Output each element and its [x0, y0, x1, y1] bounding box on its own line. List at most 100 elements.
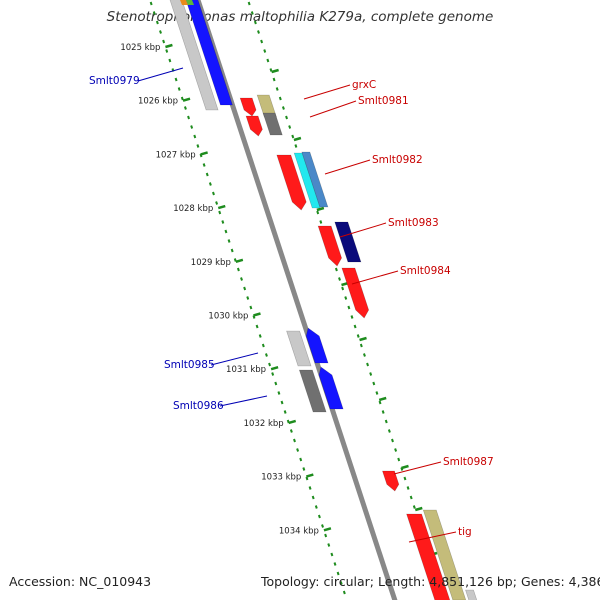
ruler-dot [168, 58, 172, 63]
gene-leader-line [351, 270, 399, 285]
ring-dot [278, 96, 282, 101]
gene-0987-red [382, 470, 400, 492]
gene-tig-green [465, 589, 478, 600]
ruler-tick-label: 1025 kbp [120, 43, 160, 53]
ruler-dot [339, 581, 343, 585]
gene-labels: Smlt0979 grxC Smlt0981 Smlt0982 Smlt0983 Smlt… [89, 67, 494, 543]
gene-0986-blue [318, 366, 344, 410]
ruler-dot [246, 296, 250, 300]
ruler-tick [270, 365, 279, 371]
ring-dot [288, 125, 292, 129]
gene-0979-blue [185, 0, 233, 106]
ruler-tick [182, 97, 191, 102]
ring-dot [356, 334, 360, 338]
gene-label-smlt0981: Smlt0981 [358, 95, 409, 107]
ring-tick [316, 206, 325, 212]
ring-dot [253, 20, 257, 25]
ruler-dots [149, 1, 444, 595]
ruler-dot [314, 505, 318, 509]
ring-dot [387, 429, 391, 433]
ring-dot [344, 296, 348, 300]
ring-dot [319, 220, 323, 224]
gene-stub-orange [180, 0, 188, 5]
ring-dot [381, 410, 385, 414]
ring-dot [247, 1, 251, 6]
gene-0981-d [262, 112, 283, 136]
ruler-dot [236, 267, 240, 272]
ring-dot [281, 106, 285, 110]
gene-0981-b [245, 115, 263, 137]
ruler-dot [212, 191, 215, 196]
gene-leader-line [137, 67, 184, 82]
ruler-dot [215, 201, 219, 205]
length-value: 4,851,126 bp; [429, 574, 517, 589]
ring-tick [378, 396, 387, 402]
ruler-tick-label: 1033 kbp [261, 473, 301, 483]
ruler-dot [333, 562, 337, 566]
ruler-dot [308, 486, 312, 490]
ring-dot [294, 144, 298, 148]
gene-leader-line [309, 100, 357, 118]
ring-dot [266, 58, 270, 63]
gene-leader-line [324, 159, 371, 175]
ruler-dot [152, 11, 156, 15]
gene-label-grxc: grxC [352, 79, 376, 91]
ruler-dot [149, 1, 153, 6]
gene-leader-line [219, 395, 268, 407]
ruler-dot [296, 448, 300, 452]
ring-dot [347, 305, 351, 310]
ring-dot [334, 267, 338, 272]
ruler-tick-label: 1026 kbp [138, 97, 178, 107]
ring-dot [353, 324, 357, 329]
ring-dot [257, 30, 260, 34]
genes-value: 4,386 [568, 574, 600, 589]
gene-0983-red [317, 225, 342, 267]
ruler-dot [293, 438, 296, 443]
ruler-tick-label: 1034 kbp [279, 526, 319, 536]
ruler-dot [324, 533, 328, 538]
gene-label-smlt0986: Smlt0986 [173, 400, 224, 412]
gene-label-smlt0984: Smlt0984 [400, 265, 451, 277]
gene-0985-blue [305, 327, 329, 364]
ring-dot [263, 49, 267, 53]
ring-tick [401, 464, 409, 470]
gene-0984-red [341, 267, 370, 319]
ruler-dot [208, 182, 212, 186]
ring-dot [341, 286, 345, 291]
gene-0982-cyan [293, 152, 321, 209]
ruler-dot [240, 277, 243, 281]
ruler-dot [302, 467, 306, 471]
ruler-dot [165, 49, 169, 53]
ruler-dot [317, 514, 321, 519]
ruler-dot [187, 115, 190, 120]
ruler-ticks: 1025 kbp 1026 kbp 1027 kbp 1028 kbp 1029 kbp… [120, 43, 438, 557]
ruler-dot [249, 305, 253, 310]
ring-dot [285, 115, 288, 120]
ring-dot [366, 362, 370, 367]
ring-dot [291, 134, 295, 139]
gene-label-smlt0983: Smlt0983 [388, 217, 439, 229]
ruler-tick-label: 1030 kbp [208, 312, 248, 322]
ruler-tick [200, 151, 208, 156]
ring-dot [338, 277, 341, 281]
ring-dot [316, 210, 320, 215]
topology-label: Topology: [261, 574, 320, 589]
ring-dot [350, 315, 354, 319]
gene-0981-a [239, 97, 257, 117]
ruler-dot [280, 400, 284, 405]
accession-label: Accession: [9, 574, 76, 589]
ruler-dot [224, 229, 228, 234]
gene-0982-steel [301, 151, 329, 208]
ruler-dot [274, 381, 278, 386]
ruler-dot [277, 391, 281, 395]
ring-tick [293, 136, 302, 142]
ruler-tick-label: 1032 kbp [244, 419, 284, 429]
gene-tig-khaki [422, 509, 467, 600]
ruler-dot [258, 334, 262, 338]
ring-tick [271, 68, 279, 74]
ruler-tick-label: 1031 kbp [226, 365, 266, 375]
ruler-dot [233, 258, 237, 262]
ring-dot [394, 448, 398, 452]
gene-0983-navy [334, 221, 362, 263]
